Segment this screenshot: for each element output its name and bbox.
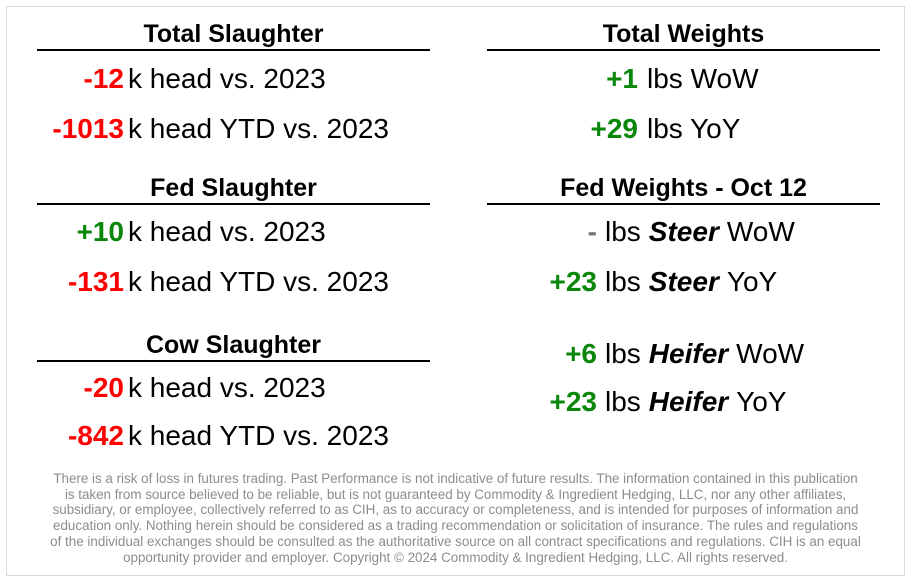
stat-value: +29 [590,113,639,144]
stat-value: -1013 [52,113,124,144]
stat-value: +6 [565,338,597,369]
disclaimer: There is a risk of loss in futures tradi… [7,471,904,565]
stat-label: lbs YoY [647,113,741,144]
stat-label-prefix: lbs [605,338,641,369]
stat-row: -20 k head vs. 2023 [7,364,455,412]
category-emphasis: Heifer [648,338,729,369]
stat-value: +23 [549,266,598,297]
stat-label: k head YTD vs. 2023 [128,113,389,144]
section-rows: -20 k head vs. 2023 -842 k head YTD vs. 202… [7,364,455,460]
section-total-weights: Total Weights +1 lbs WoW +29 lbs YoY [455,19,904,154]
disclaimer-line: subsidiary, or employee, collectively re… [52,502,859,518]
stat-row: - lbs Steer WoW [455,207,904,257]
stat-label: k head YTD vs. 2023 [128,420,389,451]
slaughter-column: Total Slaughter -12 k head vs. 2023 -1013 k… [7,7,455,465]
stat-row: +10 k head vs. 2023 [7,207,455,257]
section-header: Total Weights [487,19,880,51]
stat-value: +1 [606,63,638,94]
section-fed-weights: Fed Weights - Oct 12 - lbs Steer WoW +23 lbs S… [455,173,904,307]
section-rows: -12 k head vs. 2023 -1013 k head YTD vs. 20… [7,54,455,154]
stat-label: k head vs. 2023 [128,216,326,247]
stat-label: lbs Heifer WoW [597,340,904,368]
stat-label: k head vs. 2023 [128,63,326,94]
disclaimer-line: opportunity provider and employer. Copyr… [123,549,788,565]
stat-value: +23 [549,386,598,417]
stat-value: +10 [76,216,125,247]
section-header: Fed Slaughter [37,173,430,205]
stat-row: -1013 k head YTD vs. 2023 [7,104,455,154]
stat-row: -131 k head YTD vs. 2023 [7,257,455,307]
stat-value: - [587,216,597,247]
stat-label-suffix: WoW [726,216,795,247]
disclaimer-line: is taken from source believed to be reli… [64,486,847,502]
section-title: Fed Slaughter [150,174,317,202]
stat-label-prefix: lbs [605,266,641,297]
disclaimer-line: education only. Nothing herein should be… [53,518,858,534]
stat-label: lbs WoW [647,63,759,94]
stat-label: k head YTD vs. 2023 [128,266,389,297]
section-rows: +1 lbs WoW +29 lbs YoY [455,54,904,154]
weights-column: Total Weights +1 lbs WoW +29 lbs YoY Fed We… [455,7,904,465]
stat-label: lbs Heifer YoY [597,388,904,416]
stat-label: lbs Steer YoY [597,268,904,296]
section-title: Total Slaughter [143,20,324,48]
stat-row: +23 lbs Heifer YoY [455,378,904,426]
section-header: Fed Weights - Oct 12 [487,173,880,205]
section-cow-slaughter: Cow Slaughter -20 k head vs. 2023 -842 k he… [7,330,455,460]
section-rows: +10 k head vs. 2023 -131 k head YTD vs. 202… [7,207,455,307]
stat-row: -842 k head YTD vs. 2023 [7,412,455,460]
stat-row: +29 lbs YoY [455,104,904,154]
disclaimer-line: There is a risk of loss in futures tradi… [53,471,858,486]
category-emphasis: Steer [648,266,719,297]
section-header: Cow Slaughter [37,330,430,362]
stat-value: -842 [67,420,124,451]
stat-label-prefix: lbs [605,216,641,247]
stat-value: -20 [83,372,124,403]
section-total-slaughter: Total Slaughter -12 k head vs. 2023 -1013 k… [7,19,455,154]
stat-value: -12 [83,63,124,94]
section-title: Total Weights [602,20,765,48]
stat-label-suffix: YoY [736,386,787,417]
section-header: Total Slaughter [37,19,430,51]
section-rows: - lbs Steer WoW +23 lbs Steer YoY [455,207,904,307]
stat-label-suffix: YoY [726,266,778,297]
stat-label: k head vs. 2023 [128,372,326,403]
page-frame: Total Slaughter -12 k head vs. 2023 -1013 k… [6,6,905,576]
section-rows: +6 lbs Heifer WoW +23 lbs Heifer YoY [455,330,904,426]
stat-row: +1 lbs WoW [455,54,904,104]
stat-row: +6 lbs Heifer WoW [455,330,904,378]
category-emphasis: Heifer [648,386,729,417]
stat-label: lbs Steer WoW [597,218,904,246]
section-title: Fed Weights - Oct 12 [560,174,807,202]
stats-grid: Total Slaughter -12 k head vs. 2023 -1013 k… [7,7,904,465]
stat-row: -12 k head vs. 2023 [7,54,455,104]
stat-value: -131 [67,266,124,297]
stat-label-suffix: WoW [736,338,805,369]
stat-row: +23 lbs Steer YoY [455,257,904,307]
section-heifer-weights: +6 lbs Heifer WoW +23 lbs Heifer YoY [455,330,904,426]
stat-label-prefix: lbs [605,386,641,417]
category-emphasis: Steer [648,216,719,247]
disclaimer-line: of the individual exchanges should be co… [50,533,861,549]
section-fed-slaughter: Fed Slaughter +10 k head vs. 2023 -131 k he… [7,173,455,307]
section-title: Cow Slaughter [145,331,321,359]
